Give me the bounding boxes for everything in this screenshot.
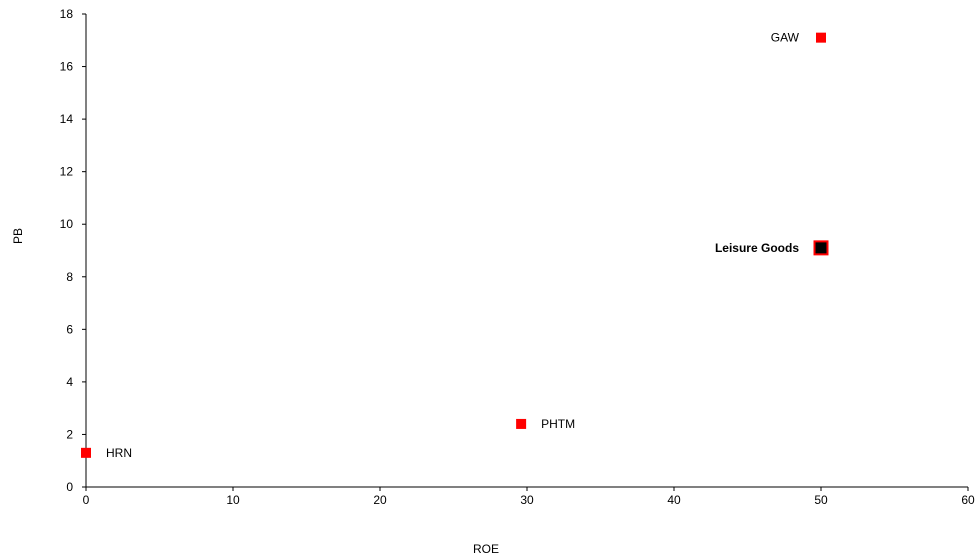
y-tick-label: 18: [60, 7, 74, 21]
x-ticks: 0 10 20 30 40 50 60: [83, 487, 975, 507]
y-ticks: 0 2 4 6 8 10 12 14 16 18: [60, 7, 86, 494]
axes: [85, 14, 968, 488]
data-point: [816, 32, 826, 43]
y-tick-label: 14: [60, 112, 74, 126]
y-tick-label: 16: [60, 60, 74, 74]
x-tick-label: 30: [520, 493, 534, 507]
data-point-label: PHTM: [541, 417, 575, 431]
x-tick-label: 50: [814, 493, 828, 507]
y-tick-label: 8: [66, 270, 73, 284]
data-point-highlight: [813, 240, 829, 256]
x-tick-label: 20: [373, 493, 387, 507]
y-tick-label: 12: [60, 165, 74, 179]
data-point-label: Leisure Goods: [715, 241, 799, 255]
x-tick-label: 60: [961, 493, 975, 507]
data-point: [81, 447, 91, 458]
data-point-label: HRN: [106, 446, 132, 460]
y-tick-label: 0: [66, 480, 73, 494]
y-tick-label: 6: [66, 322, 73, 336]
x-tick-label: 10: [226, 493, 240, 507]
data-point-label: GAW: [771, 31, 800, 45]
y-axis-title: PB: [11, 228, 25, 244]
data-points: GAW Leisure Goods PHTM HRN: [81, 31, 829, 460]
y-tick-label: 4: [66, 375, 73, 389]
y-tick-label: 10: [60, 217, 74, 231]
y-tick-label: 2: [66, 427, 73, 441]
x-tick-label: 0: [83, 493, 90, 507]
x-tick-label: 40: [667, 493, 681, 507]
data-point: [516, 418, 527, 429]
x-axis-title: ROE: [473, 542, 499, 556]
